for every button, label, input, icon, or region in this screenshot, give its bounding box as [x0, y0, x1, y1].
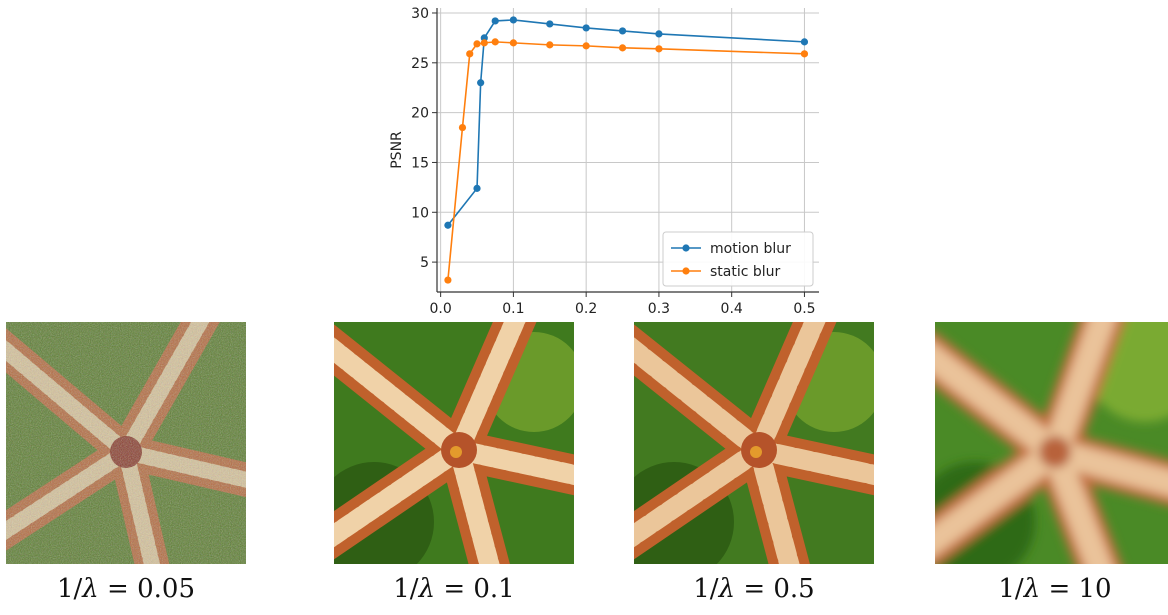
data-point [458, 123, 467, 132]
caption-value: = 0.05 [98, 574, 195, 604]
panel-sharp [334, 322, 574, 564]
x-tick-label: 0.1 [502, 301, 524, 317]
caption-value: = 0.5 [735, 574, 815, 604]
data-point [618, 44, 627, 52]
x-tick-label: 0.5 [793, 301, 815, 317]
chart-legend: motion blur static blur [662, 231, 814, 287]
data-point [466, 50, 474, 58]
series-line [447, 41, 805, 281]
starfish-blurred-image [935, 322, 1168, 564]
data-point [509, 39, 517, 47]
data-point [582, 42, 590, 50]
series-line [447, 19, 805, 226]
data-point [473, 40, 481, 48]
data-point [477, 79, 485, 87]
caption-sharp: 1/λ = 0.1 [334, 574, 574, 604]
data-point [618, 27, 627, 35]
starfish-sharp-image [334, 322, 574, 564]
data-point [444, 276, 452, 284]
legend-marker [682, 267, 690, 275]
caption-prefix: 1/ [393, 574, 419, 604]
y-tick-label: 25 [411, 56, 429, 72]
legend-label: motion blur [710, 241, 791, 257]
x-tick-label: 0.2 [575, 301, 597, 317]
y-tick-label: 30 [411, 6, 429, 22]
y-tick-label: 5 [420, 255, 429, 271]
chart-ticks: 0.0 0.1 0.2 0.3 0.4 0.5 5 10 15 20 25 30 [411, 6, 815, 317]
data-point [655, 45, 663, 53]
x-tick-label: 0.4 [721, 301, 743, 317]
caption-prefix: 1/ [56, 574, 83, 604]
legend-marker [682, 244, 690, 252]
data-point [491, 38, 499, 46]
caption-prefix: 1/ [693, 574, 719, 604]
chart-axes [436, 8, 819, 293]
caption-smooth: 1/λ = 0.5 [634, 574, 874, 604]
caption-lambda: λ [1023, 574, 1041, 604]
panel-noisy [6, 322, 246, 564]
data-point [655, 30, 663, 38]
panel-smooth [634, 322, 874, 564]
y-tick-label: 15 [411, 155, 429, 171]
data-point [800, 50, 809, 58]
y-tick-label: 20 [411, 106, 429, 122]
y-tick-label: 10 [411, 205, 429, 221]
data-point [473, 184, 481, 192]
legend-label: static blur [710, 264, 781, 280]
data-point [546, 41, 554, 49]
data-point [491, 17, 499, 25]
legend-box [662, 231, 814, 287]
starfish-noisy-image [6, 322, 246, 564]
psnr-line-chart: 0.0 0.1 0.2 0.3 0.4 0.5 5 10 15 20 25 30 PSNR motio… [389, 6, 819, 317]
data-point [582, 24, 590, 32]
data-point [509, 16, 517, 24]
panel-blurred [935, 322, 1168, 564]
y-axis-label: PSNR [389, 131, 405, 169]
x-tick-label: 0.3 [648, 301, 670, 317]
starfish-smooth-image [634, 322, 874, 564]
caption-blurred: 1/λ = 10 [935, 574, 1168, 604]
caption-prefix: 1/ [998, 574, 1024, 604]
caption-value: = 10 [1040, 574, 1112, 604]
chart-series [444, 16, 809, 284]
data-point [800, 38, 809, 46]
caption-value: = 0.1 [435, 574, 515, 604]
caption-lambda: λ [82, 574, 99, 604]
caption-noisy: 1/λ = 0.05 [6, 574, 246, 604]
x-tick-label: 0.0 [430, 301, 452, 317]
caption-lambda: λ [718, 574, 736, 604]
data-point [480, 34, 488, 42]
data-point [546, 20, 554, 28]
data-point [444, 221, 452, 229]
caption-lambda: λ [418, 574, 436, 604]
data-point [480, 39, 488, 47]
